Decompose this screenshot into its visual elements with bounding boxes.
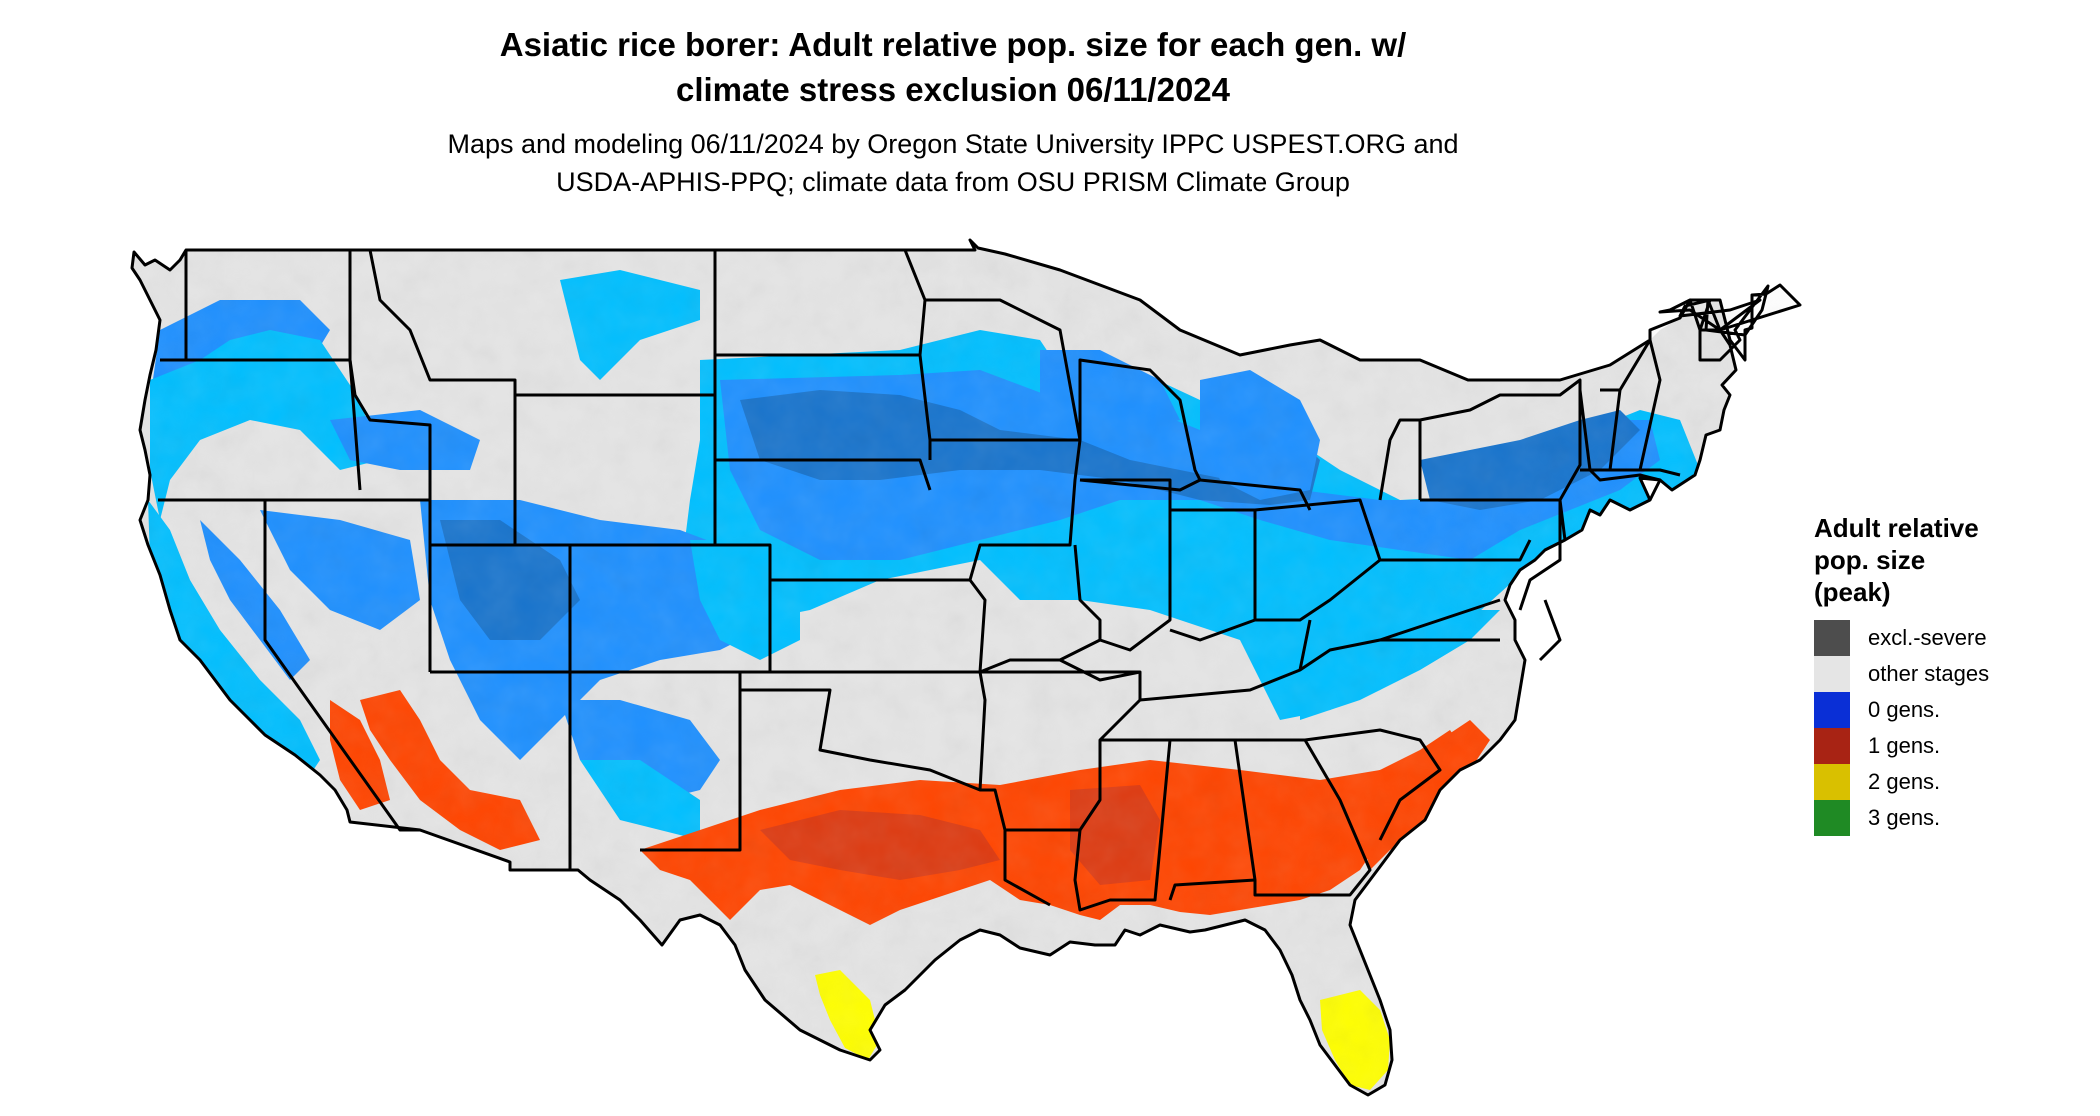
legend-label: 0 gens. [1868,697,1941,722]
title-block: Asiatic rice borer: Adult relative pop. … [0,22,1906,201]
legend-items: excl.-severe other stages 0 gens. 1 gens… [1814,620,2044,836]
legend: Adult relative pop. size (peak) excl.-se… [1814,512,2044,836]
legend-label: other stages [1868,661,1990,686]
legend-title-line: pop. size [1814,545,1926,575]
legend-swatch [1814,800,1850,836]
state-borders [130,238,1802,1097]
legend-title-line: Adult relative [1814,513,1979,543]
legend-swatch [1814,728,1850,764]
legend-swatch [1814,620,1850,656]
map-title-line1: Asiatic rice borer: Adult relative pop. … [499,26,1407,63]
legend-item-2-gens: 2 gens. [1814,764,2044,800]
map-title-line2: climate stress exclusion 06/11/2024 [675,71,1231,108]
legend-label: 1 gens. [1868,733,1941,758]
legend-item-1-gens: 1 gens. [1814,728,2044,764]
map-texture [132,240,1800,1095]
legend-label: 3 gens. [1868,805,1941,830]
legend-label: 2 gens. [1868,769,1941,794]
legend-item-3-gens: 3 gens. [1814,800,2044,836]
map-subtitle: Maps and modeling 06/11/2024 by Oregon S… [0,125,1906,201]
legend-title-line: (peak) [1814,577,1891,607]
subtitle-line2: USDA-APHIS-PPQ; climate data from OSU PR… [556,167,1350,197]
subtitle-line1: Maps and modeling 06/11/2024 by Oregon S… [447,129,1459,159]
legend-item-excl-severe: excl.-severe [1814,620,2044,656]
legend-item-other-stages: other stages [1814,656,2044,692]
legend-swatch [1814,764,1850,800]
legend-item-0-gens: 0 gens. [1814,692,2044,728]
legend-title: Adult relative pop. size (peak) [1814,512,2044,608]
legend-swatch [1814,656,1850,692]
legend-label: excl.-severe [1868,625,1987,650]
legend-swatch [1814,692,1850,728]
